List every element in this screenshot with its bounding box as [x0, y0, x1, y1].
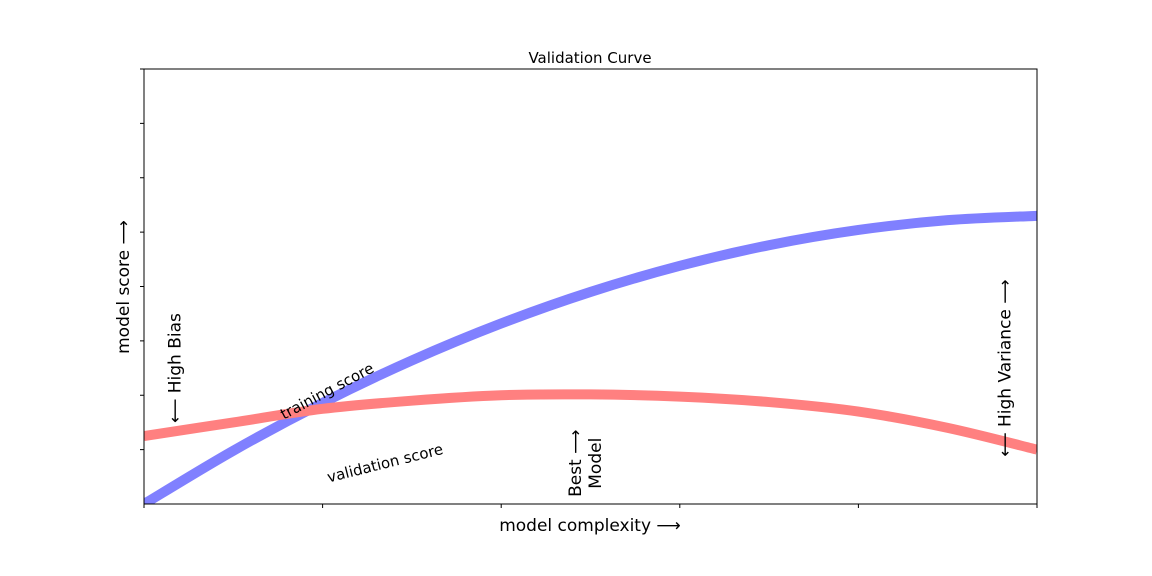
annotation-high-bias: ⟵ High Bias: [165, 313, 185, 423]
y-axis-label: model score ⟶: [114, 220, 134, 354]
chart-title: Validation Curve: [528, 49, 651, 67]
series-line-training: [144, 210, 1037, 504]
annotation-best-model: Best ⟶Model: [566, 430, 606, 497]
annotation-validation-label: validation score: [325, 440, 445, 486]
series-line-validation: [144, 389, 1037, 455]
ticks-layer: [140, 68, 1038, 508]
x-axis-label: model complexity ⟶: [499, 516, 681, 536]
annotation-high-variance: ⟵ High Variance ⟶: [996, 279, 1016, 456]
annotation-training-label: training score: [277, 359, 377, 423]
annotation-layer: training score validation score Best ⟶Mode…: [165, 279, 1015, 497]
series-layer: [144, 210, 1037, 504]
